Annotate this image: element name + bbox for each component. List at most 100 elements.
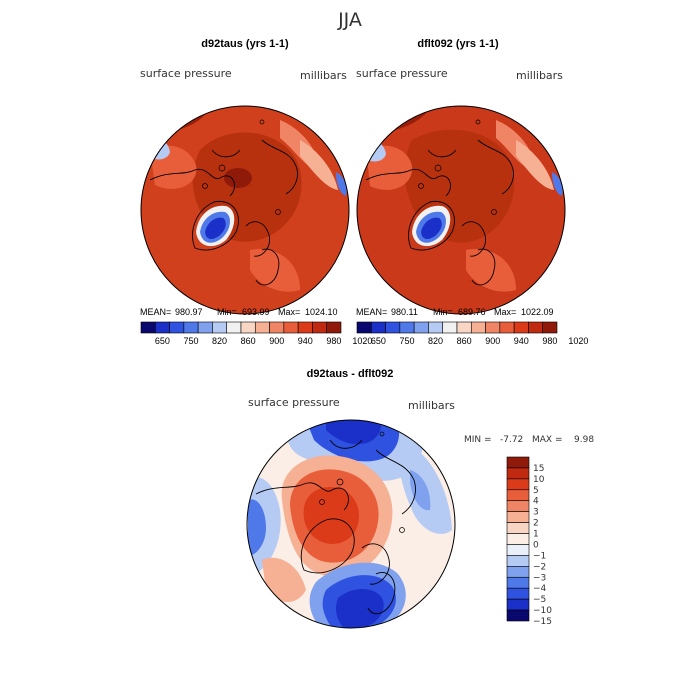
panel-c-left-blue <box>248 499 266 556</box>
panel-a-max-label: Max= <box>278 307 300 317</box>
panel-a-colorbar-tick-label: 900 <box>269 336 284 346</box>
panel-a-colorbar-swatch <box>140 321 156 334</box>
panel-b-colorbar-swatch <box>442 321 458 334</box>
panel-a-colorbar-tick-label: 1020 <box>352 336 372 346</box>
panel-b-units-label: millibars <box>516 69 563 82</box>
panel-b-mean-label: MEAN= <box>356 307 387 317</box>
panel-b-max-value: 1022.09 <box>521 307 554 317</box>
panel-b-min-label: Min= <box>433 307 453 317</box>
panel-c-colorbar-swatch <box>506 576 530 589</box>
panel-a-colorbar-swatch <box>254 321 270 334</box>
panel-a-map-border <box>140 105 350 315</box>
panel-c-colorbar-tick-label: −15 <box>533 617 552 627</box>
panel-c-colorbar-tick-label: 15 <box>533 464 544 474</box>
panel-b-colorbar-tick-label: 940 <box>514 336 529 346</box>
panel-c-southwest-light-red <box>262 557 306 603</box>
panel-b-coastlines <box>365 139 514 286</box>
panel-b-greenland-core <box>421 217 442 240</box>
panel-c-colorbar-swatch <box>506 566 530 578</box>
panel-c-map <box>247 420 455 628</box>
panel-b-colorbar: 650 750 820 860 900 940 980 1020 <box>356 321 588 346</box>
panel-b-colorbar-swatch <box>528 321 544 334</box>
panel-b-colorbar-tick-label: 1020 <box>568 336 588 346</box>
panel-a-colorbar-swatch <box>197 321 213 334</box>
panel-a-islands <box>202 119 281 215</box>
panel-a-colorbar-tick-label: 750 <box>183 336 198 346</box>
panel-c-colorbar-swatch <box>506 522 530 534</box>
panel-a-colorbar-tick-label: 650 <box>155 336 170 346</box>
panel-difference: d92taus - dflt092 surface pressure milli… <box>246 368 594 629</box>
panel-c-colorbar-swatch <box>506 609 530 622</box>
panel-c-units-label: millibars <box>408 399 455 412</box>
panel-a-east-low <box>336 172 347 196</box>
panel-c-stats: MIN = -7.72 MAX = 9.98 <box>464 435 594 445</box>
panel-a-greenland-core <box>205 217 226 240</box>
panel-c-atlantic-core <box>336 589 384 628</box>
panel-c-max-value: 9.98 <box>574 435 594 445</box>
panel-b-colorbar-swatch <box>485 321 501 334</box>
panel-a-mean-label: MEAN= <box>140 307 171 317</box>
panel-b-colorbar-swatch <box>513 321 529 334</box>
panel-c-colorbar-tick-label: 1 <box>533 530 539 540</box>
panel-b-colorbar-tick-label: 820 <box>428 336 443 346</box>
panel-a-max-value: 1024.10 <box>305 307 338 317</box>
panel-a-mean-value: 980.97 <box>175 307 203 317</box>
panel-a-colorbar-tick-label: 860 <box>241 336 256 346</box>
panel-d92taus: d92taus (yrs 1-1) surface pressure milli… <box>140 38 372 346</box>
panel-a-title: d92taus (yrs 1-1) <box>201 38 289 50</box>
panel-c-colorbar-swatch <box>506 533 530 545</box>
panel-a-colorbar-swatch <box>297 321 313 334</box>
panel-b-map <box>357 106 565 314</box>
panel-c-title: d92taus - dflt092 <box>307 368 394 380</box>
panel-a-south-mid <box>250 249 300 292</box>
panel-b-islands <box>418 119 497 215</box>
panel-c-colorbar-swatch <box>506 544 530 556</box>
panel-b-min-value: 689.76 <box>458 307 486 317</box>
panel-c-colorbar-tick-label: 10 <box>533 475 545 485</box>
panel-b-colorbar-swatch <box>370 321 386 334</box>
panel-c-max-label: MAX = <box>532 435 563 445</box>
panel-b-variable-label: surface pressure <box>356 67 448 80</box>
figure-title: JJA <box>337 9 362 31</box>
panel-c-colorbar-swatch <box>506 598 530 611</box>
panel-c-colorbar-tick-label: −5 <box>533 595 546 605</box>
panel-a-east-light <box>300 140 338 190</box>
panel-b-south-mid <box>466 249 516 292</box>
panel-a-colorbar-swatch <box>269 321 285 334</box>
panel-a-pole-max <box>224 168 252 188</box>
panel-b-stats: MEAN= 980.11 Min= 689.76 Max= 1022.09 <box>356 307 554 317</box>
panel-b-colorbar-swatch <box>499 321 515 334</box>
panel-a-min-value: 693.99 <box>242 307 270 317</box>
panel-a-min-label: Min= <box>217 307 237 317</box>
panel-a-colorbar-swatch <box>226 321 242 334</box>
panel-b-mean-value: 980.11 <box>391 307 418 317</box>
panel-c-colorbar-tick-label: 0 <box>533 540 539 550</box>
panel-c-coastlines <box>255 439 416 615</box>
panel-b-colorbar-tick-label: 750 <box>399 336 414 346</box>
panel-a-colorbar-swatch <box>212 321 228 334</box>
panel-b-colorbar-swatch <box>399 321 415 334</box>
panel-c-min-value: -7.72 <box>500 435 523 445</box>
panel-c-colorbar-swatch <box>506 587 530 600</box>
panel-c-colorbar-tick-label: −2 <box>533 562 546 572</box>
panel-c-colorbar-swatch <box>506 500 530 512</box>
panel-c-colorbar-swatch <box>506 467 530 480</box>
panel-c-colorbar-tick-label: 5 <box>533 486 539 496</box>
panel-c-colorbar-tick-label: 2 <box>533 519 539 529</box>
panel-dflt092: dflt092 (yrs 1-1) surface pressure milli… <box>356 38 588 346</box>
panel-c-colorbar-tick-label: −1 <box>533 551 546 561</box>
panel-a-units-label: millibars <box>300 69 347 82</box>
panel-b-colorbar-tick-label: 900 <box>485 336 500 346</box>
panel-c-colorbar-swatch <box>506 456 530 469</box>
panel-c-variable-label: surface pressure <box>248 396 340 409</box>
panel-b-max-label: Max= <box>494 307 516 317</box>
panel-c-colorbar-tick-label: −10 <box>533 606 552 616</box>
panel-c-islands <box>319 431 405 533</box>
panel-b-colorbar-swatch <box>542 321 558 334</box>
panel-c-colorbar-swatch <box>506 478 530 491</box>
panel-a-stats: MEAN= 980.97 Min= 693.99 Max= 1024.10 <box>140 307 338 317</box>
panel-b-colorbar-tick-label: 860 <box>457 336 472 346</box>
panel-c-arctic-core <box>303 486 360 544</box>
panel-a-colorbar-swatch <box>312 321 328 334</box>
